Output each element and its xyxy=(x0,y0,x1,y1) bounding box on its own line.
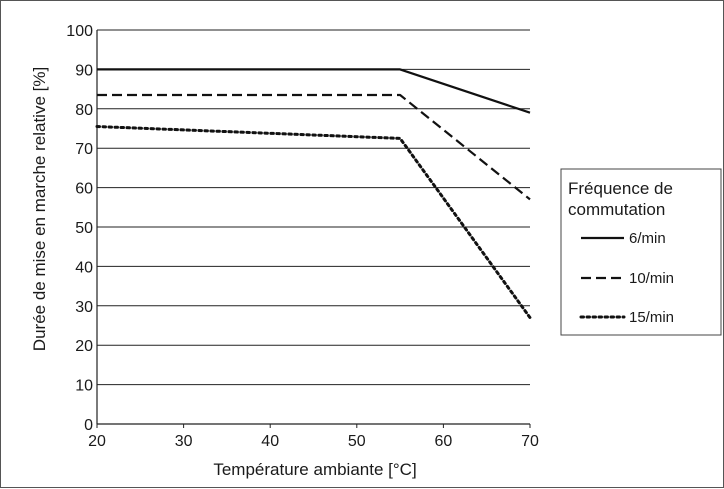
y-tick-label-30: 30 xyxy=(75,299,93,316)
x-tick-label-20: 20 xyxy=(88,433,106,450)
y-axis-label: Durée de mise en marche relative [%] xyxy=(30,67,49,351)
series-lines xyxy=(95,68,532,320)
y-tick-label-100: 100 xyxy=(66,23,93,40)
legend-box xyxy=(560,168,722,336)
legend: Fréquence de commutation 6/min 10/min 15/m… xyxy=(560,168,722,336)
y-tick-label-10: 10 xyxy=(75,378,93,395)
legend-title-line1: Fréquence de xyxy=(568,179,673,198)
y-tick-label-0: 0 xyxy=(84,417,93,434)
y-tick-label-70: 70 xyxy=(75,141,93,158)
y-tick-label-40: 40 xyxy=(75,259,93,276)
x-tick-label-40: 40 xyxy=(261,433,279,450)
y-tick-label-60: 60 xyxy=(75,181,93,198)
x-axis-label: Température ambiante [°C] xyxy=(213,460,416,479)
gridlines xyxy=(97,29,530,386)
y-tick-labels: 0 10 20 30 40 50 60 70 80 90 100 xyxy=(66,23,93,434)
x-tick-label-70: 70 xyxy=(521,433,539,450)
legend-label-10-per-min: 10/min xyxy=(629,270,674,287)
legend-label-6-per-min: 6/min xyxy=(629,230,666,247)
series-line-15-per-min xyxy=(95,125,532,320)
series-line-10-per-min xyxy=(97,93,531,201)
legend-title-line2: commutation xyxy=(568,200,665,219)
series-line-6-per-min xyxy=(97,68,531,114)
x-tick-label-30: 30 xyxy=(175,433,193,450)
x-tick-labels: 20 30 40 50 60 70 xyxy=(88,433,539,450)
y-tick-label-80: 80 xyxy=(75,102,93,119)
legend-label-15-per-min: 15/min xyxy=(629,309,674,326)
x-tick-label-60: 60 xyxy=(435,433,453,450)
y-tick-label-90: 90 xyxy=(75,62,93,79)
legend-items: 6/min 10/min 15/min xyxy=(579,230,674,326)
y-tick-label-20: 20 xyxy=(75,338,93,355)
y-tick-label-50: 50 xyxy=(75,220,93,237)
x-tick-label-50: 50 xyxy=(348,433,366,450)
